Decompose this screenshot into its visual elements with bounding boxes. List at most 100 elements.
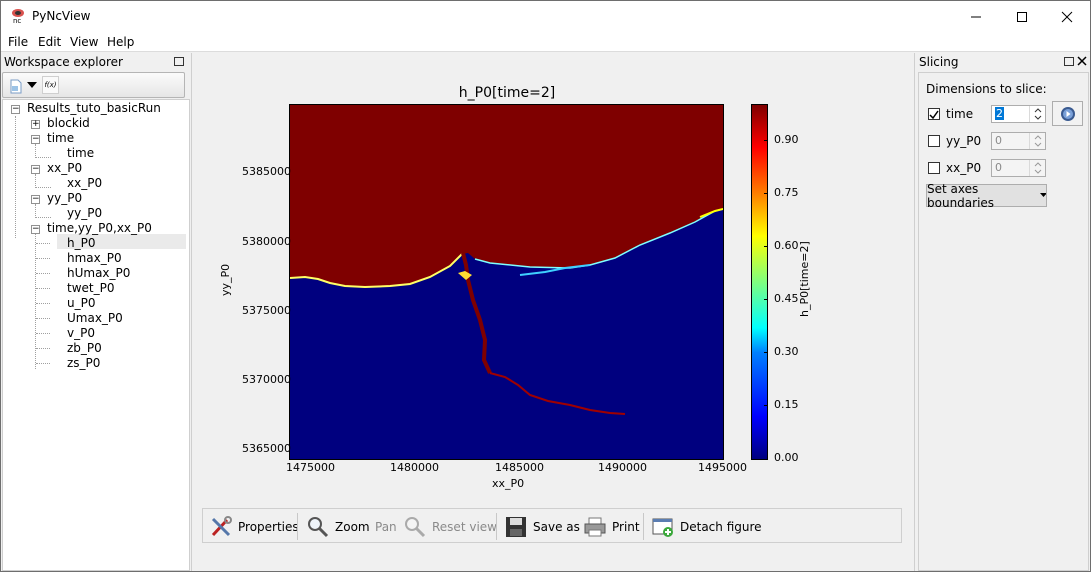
spin-arrows-icon bbox=[1034, 108, 1042, 120]
tree-var-zb[interactable]: zb_P0 bbox=[67, 341, 102, 355]
minimize-icon bbox=[971, 16, 981, 17]
plot-title: h_P0[time=2] bbox=[458, 85, 556, 101]
toolbar-separator bbox=[297, 513, 298, 540]
maximize-button[interactable] bbox=[999, 1, 1045, 32]
zoom-button[interactable]: Zoom bbox=[306, 514, 370, 540]
yy-checkbox[interactable] bbox=[928, 135, 940, 147]
tree-node-xx[interactable]: xx_P0 bbox=[47, 161, 83, 175]
yy-spinbox[interactable]: 0 bbox=[991, 132, 1046, 150]
time-spinbox[interactable]: 2 bbox=[991, 105, 1046, 123]
tree-line bbox=[35, 174, 36, 188]
colorbar-tick-label: 0.00 bbox=[774, 451, 799, 464]
menu-file[interactable]: File bbox=[8, 35, 29, 49]
title-bar: nc PyNcView bbox=[1, 1, 1090, 32]
collapse-toggle[interactable]: − bbox=[31, 224, 40, 234]
tree-var-humax[interactable]: hUmax_P0 bbox=[67, 266, 131, 280]
tree-var-zs[interactable]: zs_P0 bbox=[67, 356, 101, 370]
close-panel-icon[interactable] bbox=[1077, 56, 1087, 66]
collapse-toggle[interactable]: − bbox=[31, 134, 40, 144]
slicing-panel: Slicing Dimensions to slice: time 2 bbox=[916, 53, 1090, 571]
tree-leaf-xx[interactable]: xx_P0 bbox=[67, 176, 103, 190]
tree-line bbox=[15, 116, 16, 238]
tree-var-twet[interactable]: twet_P0 bbox=[67, 281, 115, 295]
menu-view[interactable]: View bbox=[70, 35, 99, 49]
print-button[interactable]: Print bbox=[583, 514, 640, 540]
set-axes-boundaries-button[interactable]: Set axes boundaries bbox=[926, 181, 1047, 210]
tree-node-group[interactable]: time,yy_P0,xx_P0 bbox=[47, 221, 152, 235]
tree-leaf-time[interactable]: time bbox=[67, 146, 95, 160]
spin-arrows-icon bbox=[1034, 135, 1042, 147]
tree-line bbox=[36, 318, 50, 319]
undock-icon[interactable] bbox=[1064, 57, 1074, 66]
tree-line bbox=[36, 258, 50, 259]
workspace-tree: − Results_tuto_basicRun + blockid − time… bbox=[2, 99, 190, 571]
close-button[interactable] bbox=[1044, 1, 1090, 32]
colorbar-tick-label: 0.15 bbox=[774, 398, 799, 411]
collapse-toggle[interactable]: − bbox=[31, 164, 40, 174]
colorbar-tickmark bbox=[764, 405, 768, 406]
xx-spin-value: 0 bbox=[995, 161, 1002, 174]
collapse-toggle[interactable]: − bbox=[11, 104, 20, 114]
heatmap-image bbox=[290, 105, 723, 459]
y-tick-label: 5380000 bbox=[242, 235, 291, 248]
close-icon bbox=[1061, 11, 1073, 22]
tree-line bbox=[36, 303, 50, 304]
colorbar-tick-label: 0.60 bbox=[774, 239, 799, 252]
properties-button[interactable]: Properties bbox=[209, 514, 299, 540]
tree-var-v[interactable]: v_P0 bbox=[67, 326, 95, 340]
tree-var-h[interactable]: h_P0 bbox=[67, 236, 96, 250]
tree-var-u[interactable]: u_P0 bbox=[67, 296, 96, 310]
spin-arrows[interactable] bbox=[1029, 106, 1045, 122]
tree-root[interactable]: Results_tuto_basicRun bbox=[27, 101, 161, 115]
menu-edit[interactable]: Edit bbox=[38, 35, 62, 49]
expand-toggle[interactable]: + bbox=[31, 119, 40, 129]
checkmark-icon bbox=[929, 110, 939, 120]
set-axes-boundaries-label: Set axes boundaries bbox=[927, 181, 995, 210]
tree-leaf-yy[interactable]: yy_P0 bbox=[67, 206, 103, 220]
expression-icon[interactable]: f(x) bbox=[42, 76, 59, 94]
shoreline-east bbox=[474, 208, 723, 269]
spin-arrows[interactable] bbox=[1029, 133, 1045, 149]
tree-node-time[interactable]: time bbox=[47, 131, 75, 145]
xx-dim-label: xx_P0 bbox=[946, 161, 982, 175]
selected-row-highlight bbox=[57, 234, 186, 249]
workspace-toolbar: f(x) bbox=[2, 72, 185, 98]
undock-icon[interactable] bbox=[174, 57, 184, 66]
tree-node-yy[interactable]: yy_P0 bbox=[47, 191, 83, 205]
xx-spinbox[interactable]: 0 bbox=[991, 159, 1046, 177]
detach-figure-button[interactable]: Detach figure bbox=[651, 514, 762, 540]
x-tick-label: 1480000 bbox=[390, 461, 439, 474]
colorbar-tickmark bbox=[764, 299, 768, 300]
collapse-toggle[interactable]: − bbox=[31, 194, 40, 204]
colorbar-label: h_P0[time=2] bbox=[798, 241, 811, 317]
yy-dim-label: yy_P0 bbox=[946, 134, 982, 148]
save-as-button[interactable]: Save as bbox=[504, 514, 580, 540]
minimize-button[interactable] bbox=[953, 1, 999, 32]
xx-checkbox[interactable] bbox=[928, 162, 940, 174]
tree-line bbox=[36, 363, 50, 364]
tree-node-blockid[interactable]: blockid bbox=[47, 116, 90, 130]
reset-magnifier-icon bbox=[405, 517, 426, 538]
pan-button[interactable]: Pan bbox=[370, 514, 397, 540]
spin-arrows[interactable] bbox=[1029, 160, 1045, 176]
river-channel-lower bbox=[489, 372, 626, 415]
colorbar-tickmark bbox=[764, 246, 768, 247]
workspace-explorer-title: Workspace explorer bbox=[4, 55, 123, 69]
dropdown-arrow-icon[interactable] bbox=[27, 82, 37, 90]
plot-area[interactable] bbox=[289, 104, 724, 460]
time-checkbox[interactable] bbox=[928, 108, 940, 120]
tree-var-hmax[interactable]: hmax_P0 bbox=[67, 251, 122, 265]
play-animation-button[interactable] bbox=[1052, 101, 1083, 126]
detach-figure-label: Detach figure bbox=[680, 520, 762, 534]
y-tick-label: 5365000 bbox=[242, 442, 291, 455]
menu-help[interactable]: Help bbox=[107, 35, 135, 49]
printer-icon bbox=[584, 517, 606, 537]
open-file-icon[interactable] bbox=[9, 78, 23, 94]
app-icon: nc bbox=[12, 9, 24, 24]
tree-line bbox=[36, 333, 50, 334]
water-region bbox=[290, 209, 723, 459]
reset-view-button[interactable]: Reset view bbox=[403, 514, 497, 540]
tree-var-umax[interactable]: Umax_P0 bbox=[67, 311, 123, 325]
river-channel bbox=[461, 252, 492, 374]
colorbar bbox=[751, 104, 768, 460]
